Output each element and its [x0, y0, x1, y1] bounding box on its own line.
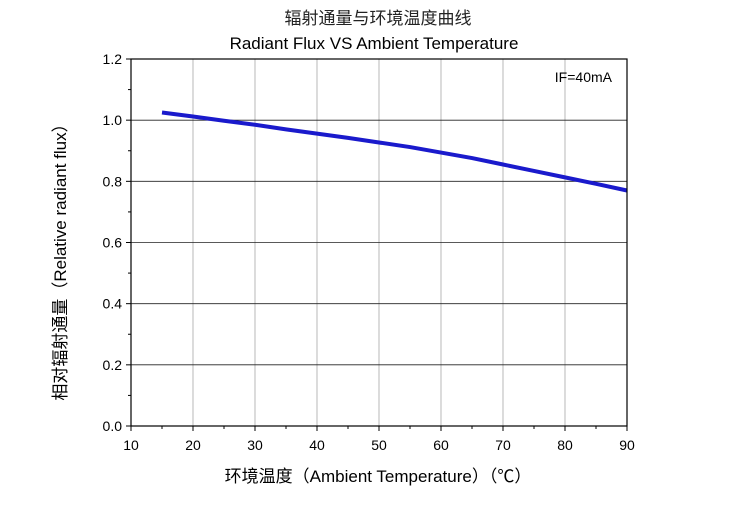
y-tick-label: 0.2: [103, 357, 123, 373]
x-tick-label: 90: [619, 437, 635, 453]
series-layer: [161, 110, 628, 193]
y-tick-label: 1.2: [103, 51, 123, 67]
chart-title-cn: 辐射通量与环境温度曲线: [285, 9, 472, 29]
series-line-0: [161, 110, 628, 193]
x-tick-label: 40: [309, 437, 325, 453]
grid: [131, 59, 627, 426]
x-tick-label: 20: [185, 437, 201, 453]
y-axis: 0.0 0.2 0.4 0.6 0.8 1.0 1.2: [103, 51, 131, 434]
y-tick-label: 0.6: [103, 235, 123, 251]
chart-title: Radiant Flux VS Ambient Temperature: [230, 34, 519, 53]
y-axis-title: 相对辐射通量（Relative radiant flux）: [51, 115, 70, 400]
y-tick-label: 1.0: [103, 112, 123, 128]
x-axis-title: 环境温度（Ambient Temperature）（℃）: [225, 467, 532, 486]
y-tick-label: 0.0: [103, 418, 123, 434]
x-tick-label: 80: [557, 437, 573, 453]
x-tick-label: 60: [433, 437, 449, 453]
current-annotation: IF=40mA: [555, 69, 613, 85]
y-tick-label: 0.8: [103, 173, 123, 189]
y-tick-label: 0.4: [103, 296, 123, 312]
x-tick-label: 10: [123, 437, 139, 453]
x-tick-label: 70: [495, 437, 511, 453]
x-tick-label: 30: [247, 437, 263, 453]
x-tick-label: 50: [371, 437, 387, 453]
x-axis: 10 20 30 40 50 60 70 80 90: [123, 426, 635, 453]
